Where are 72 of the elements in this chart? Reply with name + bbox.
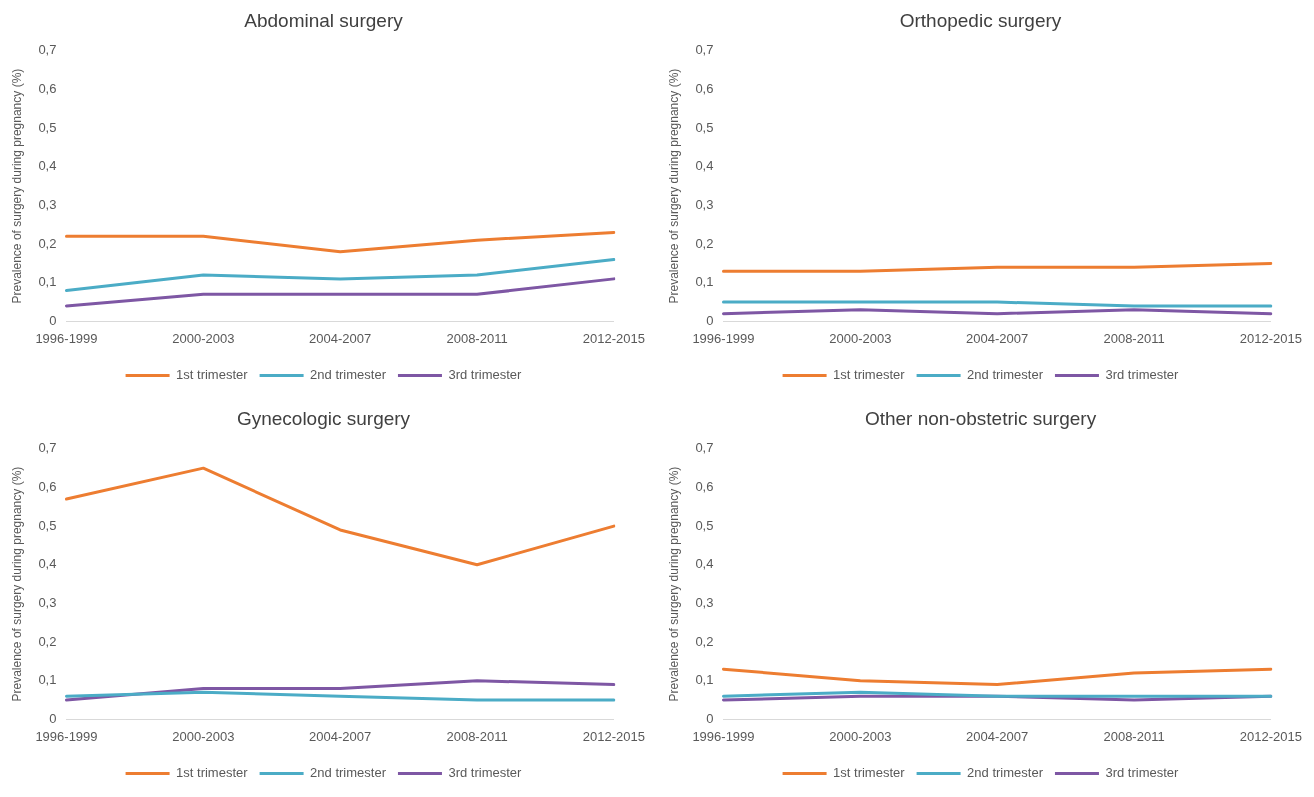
x-tick-label: 2004-2007 <box>966 330 1029 346</box>
y-tick-label: 0,2 <box>695 633 714 649</box>
legend-label: 2nd trimester <box>310 765 387 781</box>
y-tick-label: 0,6 <box>695 479 714 495</box>
y-tick-label: 0,6 <box>38 81 57 97</box>
y-tick-label: 0 <box>49 312 57 328</box>
y-tick-label: 0,1 <box>695 274 714 290</box>
legend-label: 3rd trimester <box>448 765 523 781</box>
y-tick-label: 0,7 <box>38 42 57 58</box>
y-tick-label: 0,4 <box>38 158 57 174</box>
y-tick-label: 0,5 <box>695 119 714 135</box>
y-tick-label: 0,7 <box>38 440 57 456</box>
y-tick-label: 0,3 <box>695 197 714 213</box>
legend-label: 3rd trimester <box>1105 367 1180 383</box>
legend-label: 1st trimester <box>176 367 249 383</box>
y-tick-label: 0,4 <box>695 158 714 174</box>
x-tick-label: 2008-2011 <box>1103 728 1165 744</box>
x-tick-label: 1996-1999 <box>35 330 98 346</box>
y-tick-label: 0,4 <box>695 556 714 572</box>
x-tick-label: 2012-2015 <box>582 330 645 346</box>
x-tick-label: 2000-2003 <box>829 330 892 346</box>
y-tick-label: 0,6 <box>38 479 57 495</box>
y-axis-title: Prevalence of surgery during pregnancy (%) <box>9 68 24 304</box>
legend-label: 2nd trimester <box>310 367 387 383</box>
chart-title: Gynecologic surgery <box>236 407 411 429</box>
y-tick-label: 0,5 <box>38 517 57 533</box>
legend-label: 3rd trimester <box>448 367 523 383</box>
x-tick-label: 2008-2011 <box>446 330 508 346</box>
x-tick-label: 2000-2003 <box>829 728 892 744</box>
y-tick-label: 0,2 <box>38 235 57 251</box>
x-tick-label: 2008-2011 <box>446 728 508 744</box>
chart-title: Orthopedic surgery <box>899 9 1062 31</box>
x-tick-label: 1996-1999 <box>35 728 98 744</box>
y-tick-label: 0,5 <box>695 517 714 533</box>
legend-label: 2nd trimester <box>967 367 1044 383</box>
x-tick-label: 2004-2007 <box>966 728 1029 744</box>
y-tick-label: 0 <box>706 312 714 328</box>
y-tick-label: 0,3 <box>695 595 714 611</box>
x-tick-label: 1996-1999 <box>692 330 755 346</box>
x-tick-label: 2000-2003 <box>172 330 235 346</box>
x-tick-label: 2012-2015 <box>1239 330 1302 346</box>
y-tick-label: 0 <box>49 710 57 726</box>
y-tick-label: 0,1 <box>38 274 57 290</box>
y-axis-title: Prevalence of surgery during pregnancy (%) <box>666 68 681 304</box>
y-tick-label: 0,7 <box>695 42 714 58</box>
legend-label: 3rd trimester <box>1105 765 1180 781</box>
x-tick-label: 1996-1999 <box>692 728 755 744</box>
y-tick-label: 0,2 <box>695 235 714 251</box>
y-tick-label: 0,3 <box>38 197 57 213</box>
y-axis-title: Prevalence of surgery during pregnancy (%) <box>9 466 24 702</box>
chart-title: Other non-obstetric surgery <box>864 407 1097 429</box>
x-tick-label: 2008-2011 <box>1103 330 1165 346</box>
x-tick-label: 2000-2003 <box>172 728 235 744</box>
y-tick-label: 0,2 <box>38 633 57 649</box>
y-tick-label: 0,3 <box>38 595 57 611</box>
x-tick-label: 2012-2015 <box>582 728 645 744</box>
legend-label: 1st trimester <box>176 765 249 781</box>
chart-title: Abdominal surgery <box>244 9 404 31</box>
y-tick-label: 0,5 <box>38 119 57 135</box>
legend-label: 1st trimester <box>833 367 906 383</box>
y-axis-title: Prevalence of surgery during pregnancy (%) <box>666 466 681 702</box>
y-tick-label: 0 <box>706 710 714 726</box>
x-tick-label: 2004-2007 <box>309 728 372 744</box>
legend-label: 1st trimester <box>833 765 906 781</box>
legend-label: 2nd trimester <box>967 765 1044 781</box>
y-tick-label: 0,6 <box>695 81 714 97</box>
x-tick-label: 2004-2007 <box>309 330 372 346</box>
y-tick-label: 0,7 <box>695 440 714 456</box>
y-tick-label: 0,1 <box>695 672 714 688</box>
y-tick-label: 0,4 <box>38 556 57 572</box>
x-tick-label: 2012-2015 <box>1239 728 1302 744</box>
y-tick-label: 0,1 <box>38 672 57 688</box>
